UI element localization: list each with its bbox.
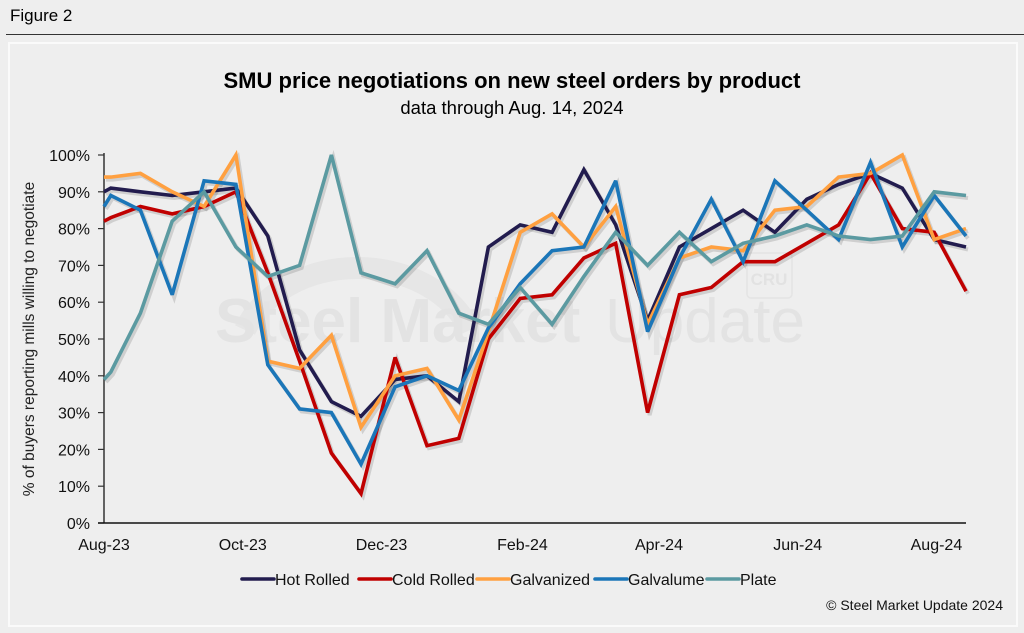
watermark-badge-text: CRU <box>751 270 788 289</box>
x-tick-label: Apr-24 <box>635 537 683 554</box>
y-tick-label: 0% <box>67 516 90 533</box>
x-tick-label: Dec-23 <box>356 537 408 554</box>
legend-label-galvalume: Galvalume <box>628 572 705 589</box>
y-tick-label: 50% <box>58 332 90 349</box>
series-shadow-cold-rolled <box>105 172 970 501</box>
watermark-swoosh <box>235 257 480 335</box>
y-tick-label: 20% <box>58 442 90 459</box>
series-line-galvanized <box>104 149 967 432</box>
legend: Hot Rolled Cold Rolled Galvanized Galvalume… <box>240 572 777 589</box>
y-tick-label: 10% <box>58 479 90 496</box>
series-lines <box>102 149 968 498</box>
series-line-plate <box>102 154 967 381</box>
legend-label-cold-rolled: Cold Rolled <box>392 572 475 589</box>
chart-panel <box>8 42 1018 627</box>
y-tick-label: 100% <box>49 148 90 165</box>
y-axis-ticks: 0% 10% 20% 30% 40% 50% 60% 70% 80% 90% 100% <box>49 148 104 533</box>
series-shadow-galvanized <box>106 151 969 435</box>
y-tick-label: 40% <box>58 369 90 386</box>
y-axis-title: % of buyers reporting mills willing to n… <box>21 182 38 496</box>
chart-title: SMU price negotiations on new steel orde… <box>224 68 802 93</box>
legend-label-galvanized: Galvanized <box>510 572 590 589</box>
y-tick-label: 30% <box>58 406 90 423</box>
series-line-galvalume <box>102 157 968 469</box>
x-tick-label: Feb-24 <box>497 537 548 554</box>
x-tick-label: Aug-24 <box>911 537 963 554</box>
x-tick-label: Aug-23 <box>78 537 130 554</box>
x-tick-label: Jun-24 <box>773 537 822 554</box>
x-tick-label: Oct-23 <box>219 537 267 554</box>
series-line-cold-rolled <box>103 169 968 498</box>
y-tick-label: 90% <box>58 185 90 202</box>
x-axis-ticks: Aug-23 Oct-23 Dec-23 Feb-24 Apr-24 Jun-24 Aug-… <box>78 537 962 554</box>
legend-label-plate: Plate <box>740 572 777 589</box>
legend-label-hot-rolled: Hot Rolled <box>275 572 350 589</box>
y-tick-label: 70% <box>58 258 90 275</box>
y-tick-label: 80% <box>58 222 90 239</box>
copyright: © Steel Market Update 2024 <box>826 597 1003 613</box>
figure-label: Figure 2 <box>10 6 73 25</box>
watermark-badge <box>746 252 793 299</box>
figure-divider <box>6 34 1024 35</box>
y-tick-label: 60% <box>58 295 90 312</box>
watermark: Steel Market Update CRU <box>215 252 805 356</box>
chart-subtitle: data through Aug. 14, 2024 <box>400 97 623 118</box>
